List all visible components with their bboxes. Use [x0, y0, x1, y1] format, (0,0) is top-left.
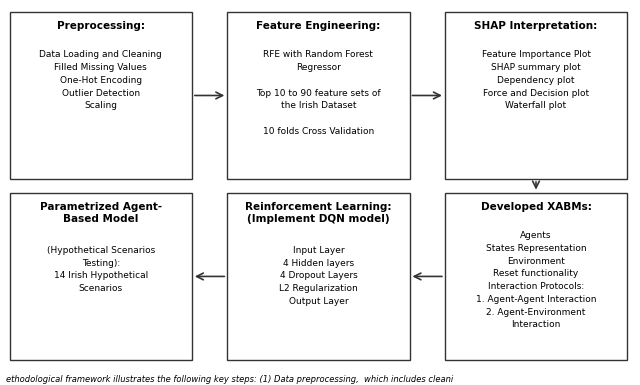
Text: Filled Missing Values: Filled Missing Values [54, 63, 147, 72]
Text: Testing):: Testing): [82, 259, 120, 268]
Text: Parametrized Agent-
Based Model: Parametrized Agent- Based Model [40, 202, 162, 224]
Text: Reset functionality: Reset functionality [493, 270, 579, 278]
Text: 4 Dropout Layers: 4 Dropout Layers [280, 271, 357, 280]
FancyBboxPatch shape [227, 192, 410, 360]
FancyBboxPatch shape [445, 192, 627, 360]
Text: ethodological framework illustrates the following key steps: (1) Data preprocess: ethodological framework illustrates the … [6, 375, 454, 384]
Text: Interaction: Interaction [511, 320, 561, 329]
Text: Feature Engineering:: Feature Engineering: [256, 21, 381, 31]
FancyBboxPatch shape [10, 192, 192, 360]
Text: Dependency plot: Dependency plot [497, 76, 575, 85]
Text: Scenarios: Scenarios [79, 284, 123, 293]
Text: Scaling: Scaling [84, 101, 117, 110]
Text: Data Loading and Cleaning: Data Loading and Cleaning [40, 50, 162, 59]
FancyBboxPatch shape [227, 12, 410, 179]
Text: Force and Decision plot: Force and Decision plot [483, 89, 589, 97]
Text: Input Layer: Input Layer [292, 246, 344, 255]
Text: (Hypothetical Scenarios: (Hypothetical Scenarios [47, 246, 155, 255]
Text: Outlier Detection: Outlier Detection [61, 89, 140, 97]
Text: Interaction Protocols:: Interaction Protocols: [488, 282, 584, 291]
Text: States Representation: States Representation [486, 244, 586, 253]
Text: Environment: Environment [507, 257, 565, 266]
Text: Reinforcement Learning:
(Implement DQN model): Reinforcement Learning: (Implement DQN m… [245, 202, 392, 224]
Text: 2. Agent-Environment: 2. Agent-Environment [486, 308, 586, 316]
Text: L2 Regularization: L2 Regularization [279, 284, 358, 293]
Text: 14 Irish Hypothetical: 14 Irish Hypothetical [54, 271, 148, 280]
Text: Feature Importance Plot: Feature Importance Plot [481, 50, 591, 59]
Text: Waterfall plot: Waterfall plot [506, 101, 566, 110]
Text: Top 10 to 90 feature sets of: Top 10 to 90 feature sets of [256, 89, 381, 97]
FancyBboxPatch shape [10, 12, 192, 179]
Text: RFE with Random Forest: RFE with Random Forest [264, 50, 373, 59]
Text: the Irish Dataset: the Irish Dataset [281, 101, 356, 110]
Text: One-Hot Encoding: One-Hot Encoding [60, 76, 142, 85]
Text: SHAP Interpretation:: SHAP Interpretation: [474, 21, 598, 31]
Text: Agents: Agents [520, 231, 552, 240]
Text: Output Layer: Output Layer [289, 297, 348, 306]
Text: Developed XABMs:: Developed XABMs: [481, 202, 591, 212]
Text: Regressor: Regressor [296, 63, 341, 72]
Text: SHAP summary plot: SHAP summary plot [491, 63, 581, 72]
Text: 1. Agent-Agent Interaction: 1. Agent-Agent Interaction [476, 295, 596, 304]
Text: Preprocessing:: Preprocessing: [57, 21, 145, 31]
FancyBboxPatch shape [445, 12, 627, 179]
Text: 4 Hidden layers: 4 Hidden layers [283, 259, 354, 268]
Text: 10 folds Cross Validation: 10 folds Cross Validation [263, 127, 374, 136]
